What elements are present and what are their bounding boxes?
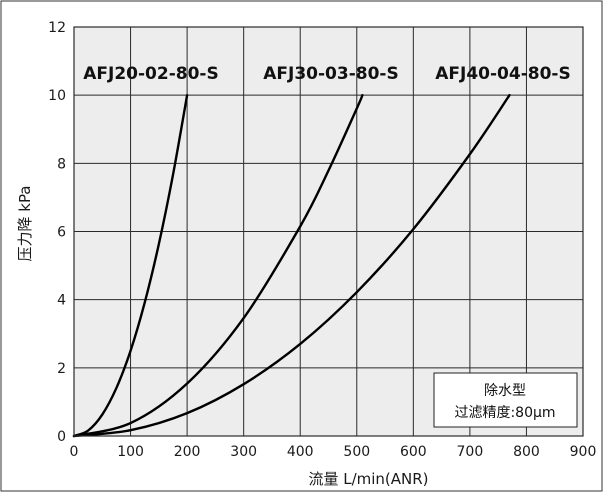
series-label-2: AFJ30-03-80-S (263, 64, 398, 84)
series-label-1: AFJ20-02-80-S (83, 64, 218, 84)
series-label-3: AFJ40-04-80-S (435, 64, 570, 84)
series-line-3 (72, 93, 511, 438)
y-axis-title: 压力降 kPa (16, 185, 34, 261)
y-tick-label: 8 (57, 156, 66, 172)
y-tick-label: 10 (48, 88, 66, 104)
x-tick-label: 600 (400, 444, 427, 460)
legend-note-box: 除水型 过滤精度:80μm (433, 372, 578, 428)
series-labels: AFJ20-02-80-S AFJ30-03-80-S AFJ40-04-80-S (83, 64, 570, 84)
x-tick-label: 700 (457, 444, 484, 460)
x-tick-label: 300 (230, 444, 257, 460)
x-tick-label: 500 (343, 444, 370, 460)
series-line-1 (72, 93, 189, 438)
x-tick-label: 800 (513, 444, 540, 460)
curves (72, 93, 511, 438)
note-line-2: 过滤精度:80μm (454, 405, 555, 421)
y-tick-label: 6 (57, 225, 66, 241)
plot-border (73, 26, 584, 437)
x-axis-title: 流量 L/min(ANR) (308, 470, 428, 488)
note-line-1: 除水型 (484, 383, 526, 399)
y-tick-label: 4 (57, 293, 66, 309)
x-tick-label: 100 (117, 444, 144, 460)
y-tick-label: 0 (57, 429, 66, 445)
note-box-frame (433, 372, 578, 428)
y-tick-label: 2 (57, 361, 66, 377)
x-tick-label: 400 (287, 444, 314, 460)
x-tick-label: 900 (570, 444, 597, 460)
x-tick-label: 200 (174, 444, 201, 460)
y-tick-label: 12 (48, 20, 66, 36)
x-tick-label: 0 (70, 444, 79, 460)
tick-labels: 0 100 200 300 400 500 600 700 800 900 0 2 4 6 8 10 12 (48, 20, 596, 460)
series-line-2 (72, 93, 364, 438)
